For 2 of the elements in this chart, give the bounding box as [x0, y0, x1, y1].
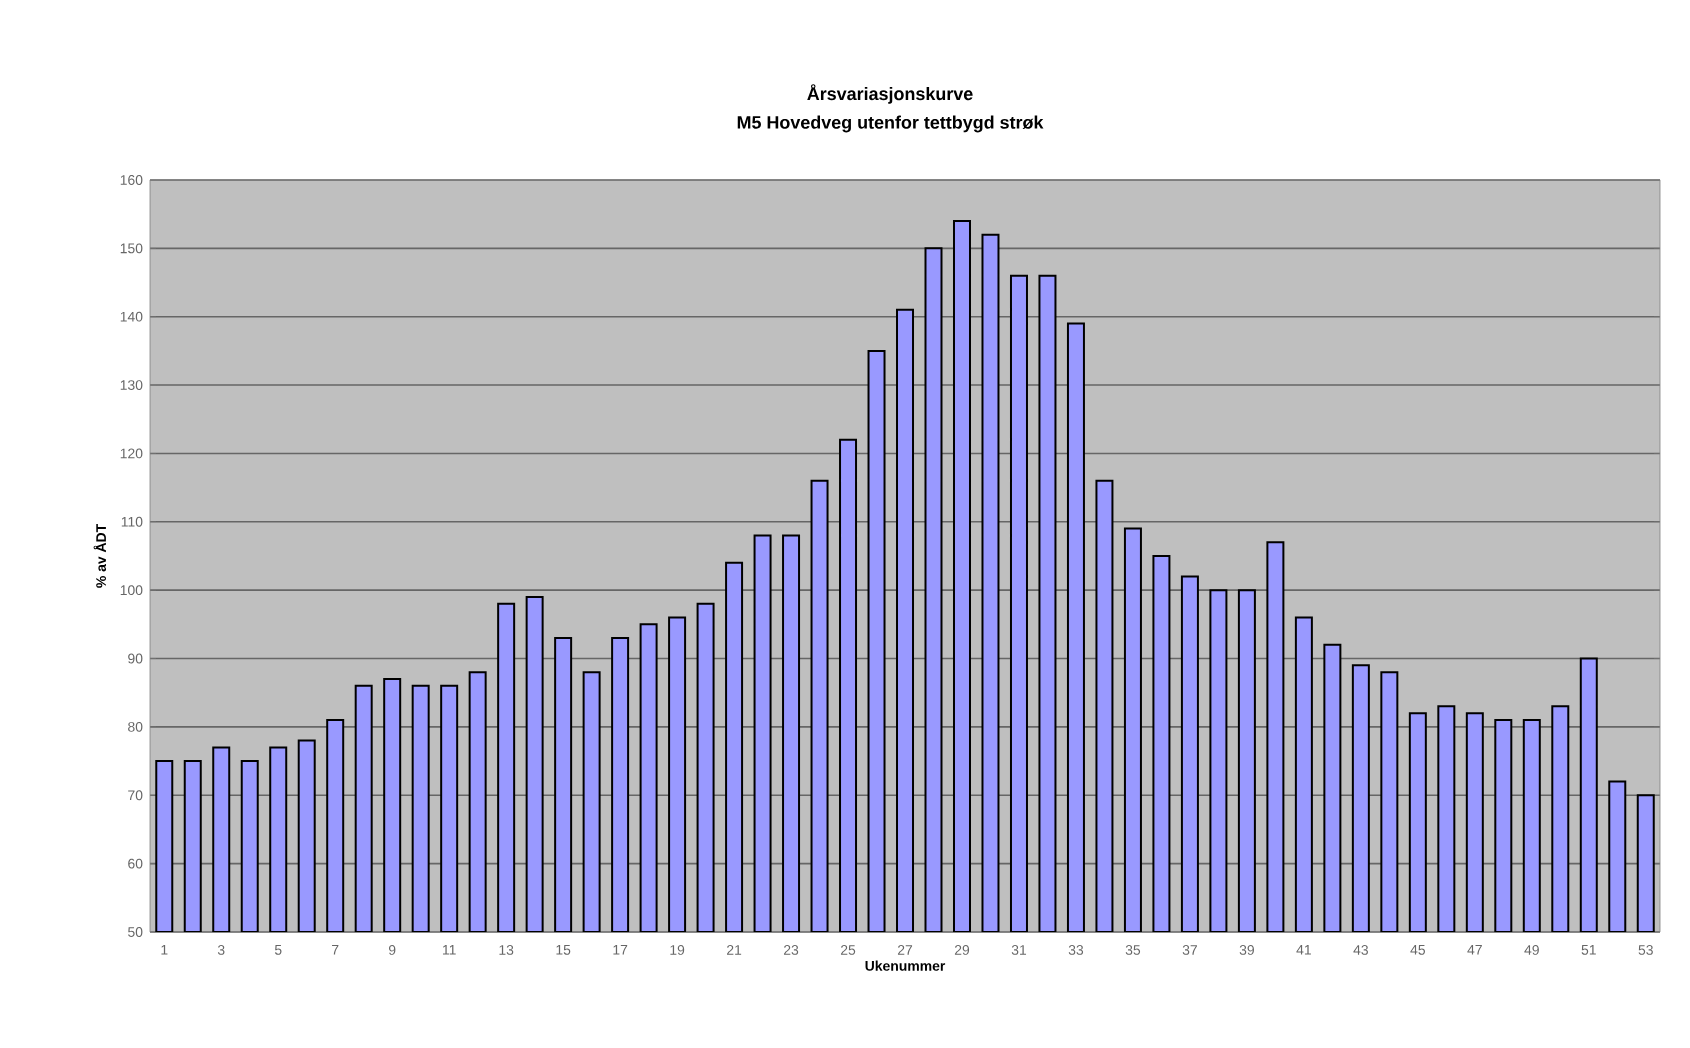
chart-subtitle: M5 Hovedveg utenfor tettbygd strøk — [737, 115, 1044, 133]
chart-title: Årsvariasjonskurve — [807, 84, 973, 104]
